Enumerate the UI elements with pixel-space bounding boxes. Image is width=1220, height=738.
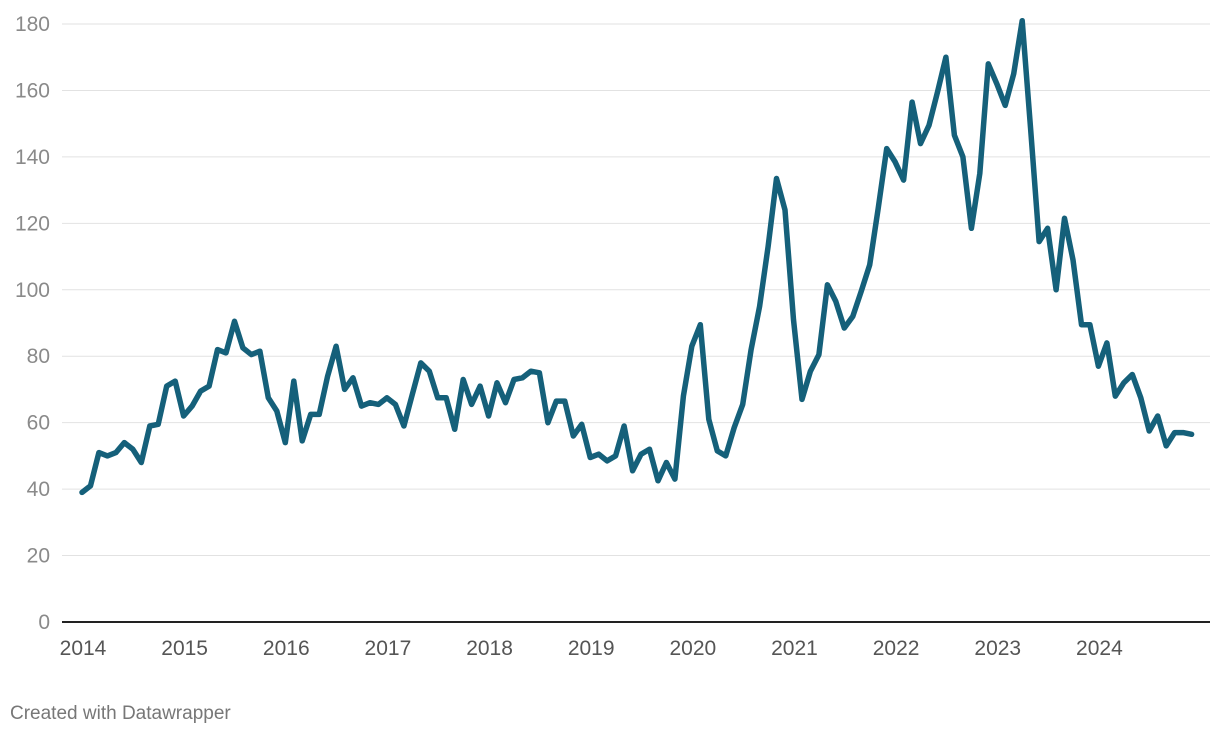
y-tick-label: 160 (15, 79, 50, 102)
x-tick-label: 2014 (60, 637, 107, 660)
y-tick-label: 180 (15, 13, 50, 36)
x-axis-tick-labels: 2014 2015 2016 2017 2018 2019 2020 2021 2022 2023… (60, 637, 1123, 660)
y-axis-tick-labels: 0 20 40 60 80 100 120 140 160 180 (15, 13, 50, 634)
y-tick-label: 60 (27, 412, 50, 435)
x-tick-label: 2015 (161, 637, 208, 660)
y-tick-label: 40 (27, 478, 50, 501)
y-tick-label: 140 (15, 146, 50, 169)
x-tick-label: 2018 (466, 637, 513, 660)
y-tick-label: 0 (38, 611, 50, 634)
y-tick-label: 120 (15, 212, 50, 235)
series-line (79, 17, 1195, 496)
x-tick-label: 2023 (974, 637, 1021, 660)
x-tick-label: 2017 (365, 637, 412, 660)
y-tick-label: 20 (27, 545, 50, 568)
x-tick-label: 2024 (1076, 637, 1123, 660)
y-tick-label: 80 (27, 345, 50, 368)
gridlines (62, 23, 1210, 557)
x-tick-label: 2022 (873, 637, 920, 660)
credit-text: Created with Datawrapper (10, 703, 231, 724)
x-tick-label: 2020 (669, 637, 716, 660)
y-tick-label: 100 (15, 279, 50, 302)
x-tick-label: 2019 (568, 637, 615, 660)
x-tick-label: 2016 (263, 637, 310, 660)
x-tick-label: 2021 (771, 637, 818, 660)
